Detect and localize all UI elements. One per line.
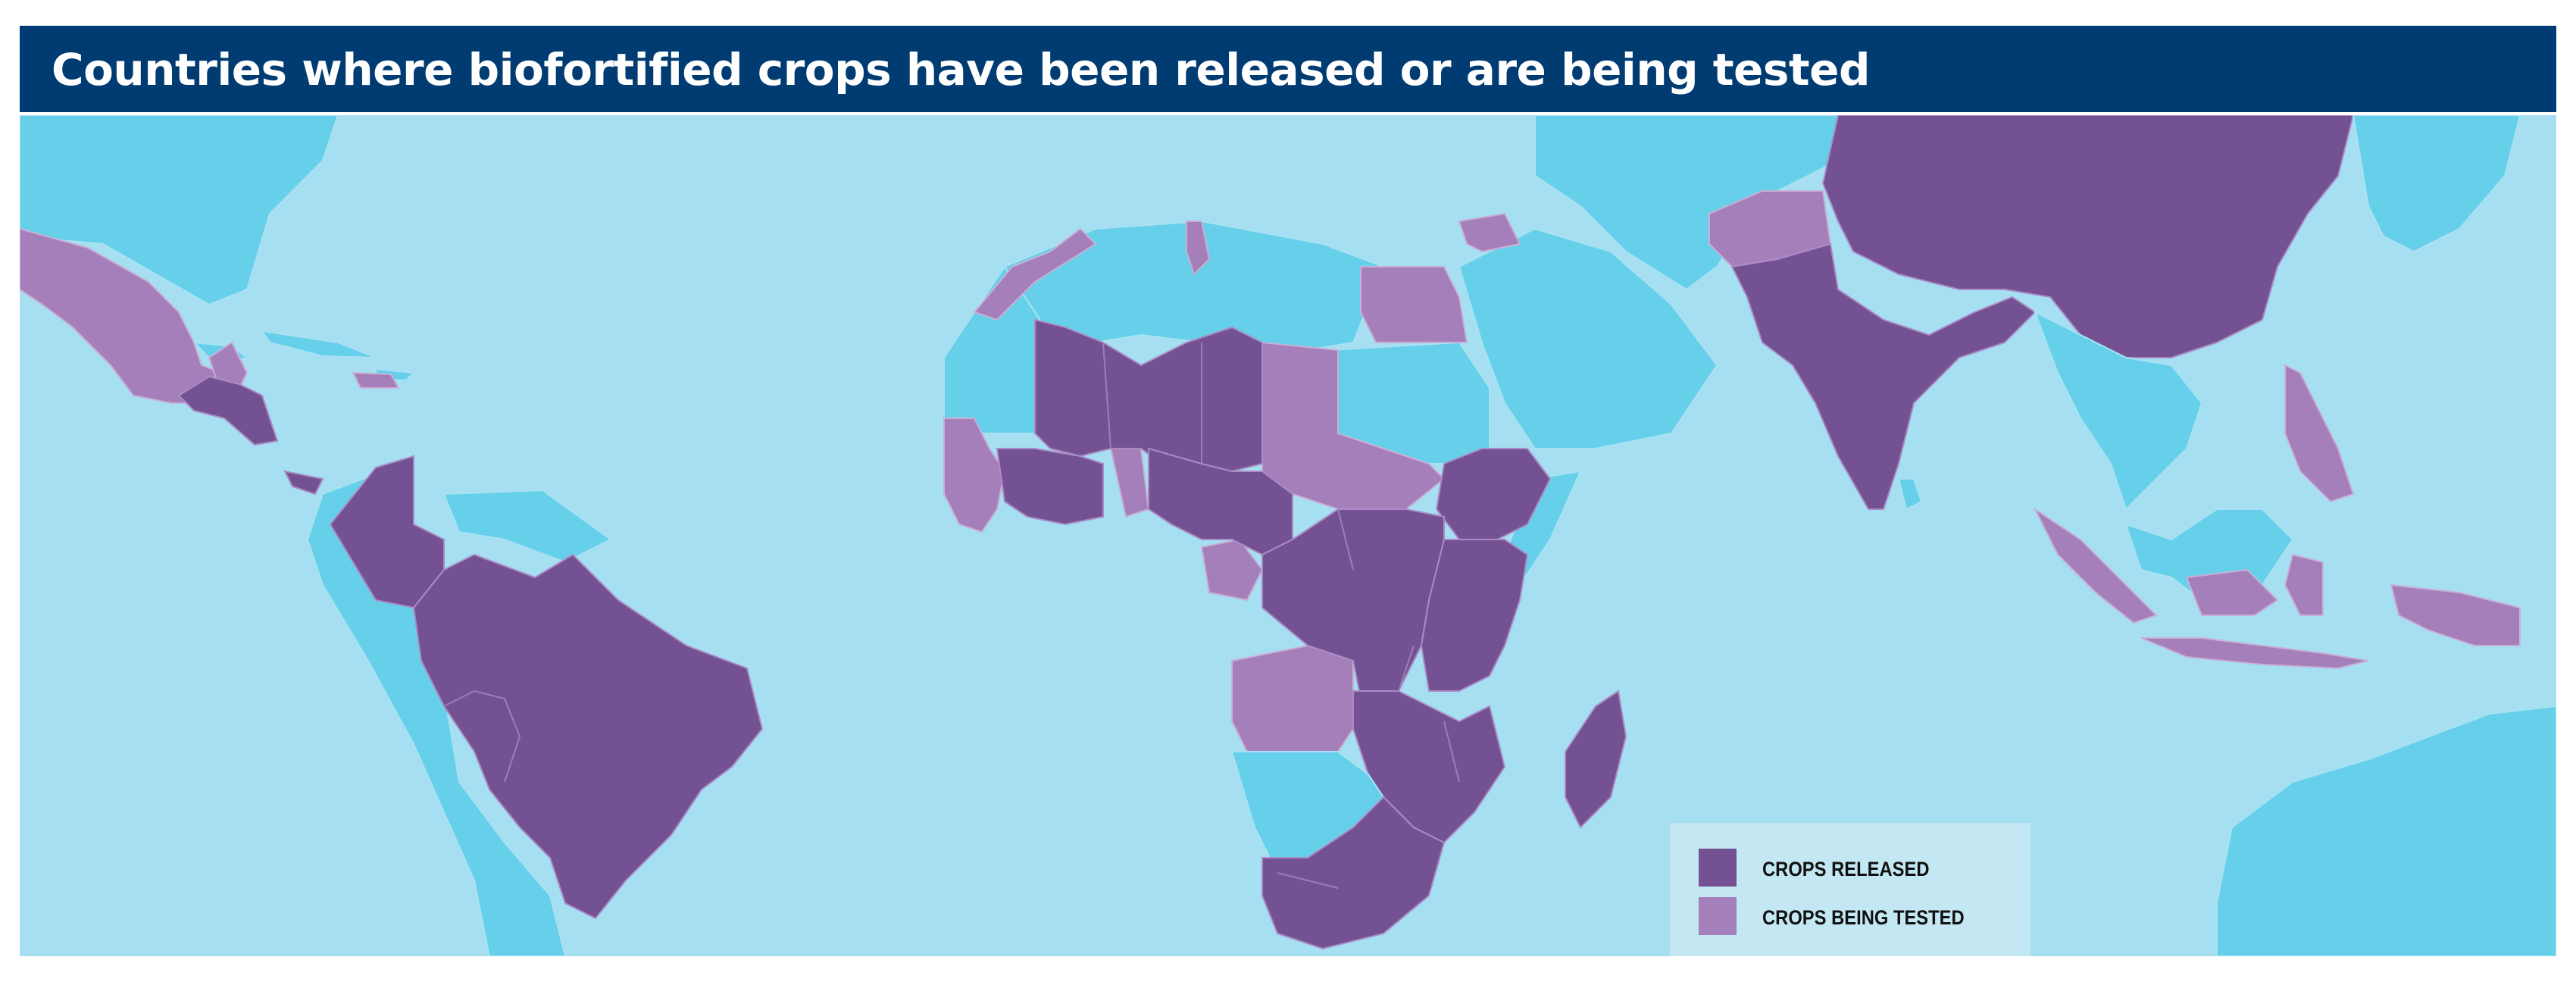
morocco	[973, 227, 1097, 321]
legend-swatch-crops-being-tested	[1699, 897, 1737, 935]
arabian-peninsula	[1458, 227, 1718, 449]
indonesia-sumatra	[2033, 507, 2158, 624]
papua	[2390, 583, 2521, 646]
map-title: Countries where biofortified crops have …	[52, 44, 1870, 95]
sri-lanka	[1897, 478, 1923, 511]
legend-swatch-crops-released	[1699, 849, 1737, 887]
map-area: CROPS RELEASED CROPS BEING TESTED	[20, 115, 2556, 956]
cote-divoire-guinea	[996, 448, 1104, 526]
world-map	[20, 115, 2556, 956]
pakistan-india	[1730, 242, 2037, 510]
east-africa	[1420, 539, 1529, 692]
japan-korea	[2352, 115, 2521, 253]
angola	[1231, 644, 1354, 752]
map-figure: Countries where biofortified crops have …	[20, 26, 2556, 956]
cuba	[260, 330, 377, 358]
title-bar: Countries where biofortified crops have …	[20, 26, 2556, 115]
africa-borders	[1102, 342, 1460, 889]
legend-label-crops-released: CROPS RELEASED	[1762, 858, 1930, 880]
syria-iraq	[1458, 212, 1521, 253]
indonesia-borneo-sulawesi	[2185, 553, 2324, 616]
philippines	[2284, 364, 2355, 503]
legend-label-crops-being-tested: CROPS BEING TESTED	[1762, 906, 1965, 929]
southeast-asia	[2034, 310, 2203, 511]
colombia	[329, 455, 445, 609]
west-africa-coast	[943, 418, 1006, 533]
guatemala-nicaragua	[177, 375, 279, 446]
indonesia-java	[2140, 637, 2369, 670]
australia	[2216, 705, 2556, 956]
bolivia-border	[443, 690, 521, 783]
honduras	[208, 341, 249, 389]
legend: CROPS RELEASED CROPS BEING TESTED	[1670, 823, 2030, 956]
madagascar	[1565, 690, 1627, 829]
dominican-republic-haiti	[352, 371, 400, 389]
panama	[283, 470, 324, 496]
egypt	[1360, 266, 1468, 343]
brazil-bolivia	[412, 553, 764, 920]
tunisia	[1186, 220, 1211, 276]
south-africa	[1261, 796, 1446, 950]
